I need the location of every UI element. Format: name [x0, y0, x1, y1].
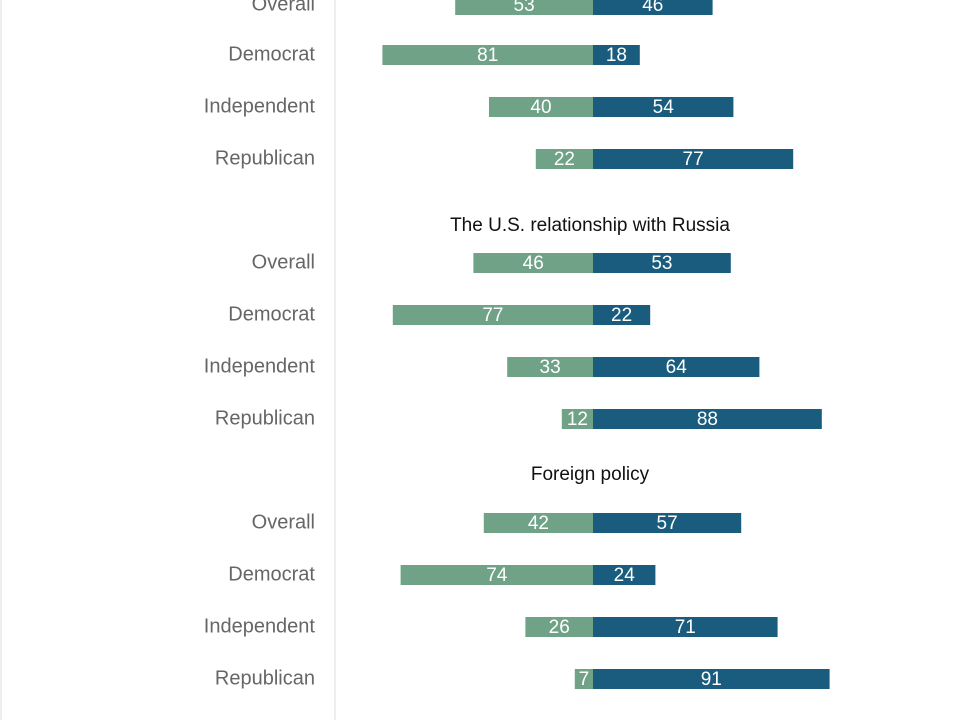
bar-right — [593, 617, 778, 637]
bar-right — [593, 149, 794, 169]
bar-left — [535, 149, 593, 169]
bar-left-value-label: 40 — [530, 97, 551, 118]
bar-right — [593, 97, 734, 117]
category-label: Overall — [252, 251, 315, 273]
category-label: Independent — [204, 355, 316, 377]
category-label: Republican — [215, 407, 315, 429]
bar-left — [574, 669, 593, 689]
bar-left — [561, 409, 593, 429]
bar-right — [593, 513, 742, 533]
bar-left — [455, 0, 593, 15]
bar-left-value-label: 33 — [540, 357, 561, 378]
bar-right-value-label: 53 — [651, 253, 672, 274]
bar-right-value-label: 24 — [614, 565, 636, 586]
bar-left — [473, 253, 593, 273]
bar-right — [593, 669, 830, 689]
bar-right — [593, 0, 713, 15]
bar-left — [507, 357, 593, 377]
bar-left-value-label: 77 — [482, 305, 503, 326]
bar-right-value-label: 57 — [657, 513, 678, 534]
bar-right-value-label: 22 — [611, 305, 632, 326]
bar-left — [400, 565, 593, 585]
bar-right-value-label: 18 — [606, 45, 627, 66]
category-label: Independent — [204, 615, 316, 637]
bar-right-value-label: 91 — [701, 669, 722, 690]
bar-right — [593, 357, 760, 377]
section-title: The U.S. relationship with Russia — [450, 215, 730, 236]
bar-right — [593, 253, 731, 273]
bar-right — [593, 565, 656, 585]
bar-right-value-label: 71 — [675, 617, 696, 638]
bar-right-value-label: 54 — [653, 97, 675, 118]
bar-left-value-label: 42 — [528, 513, 549, 534]
bar-right — [593, 45, 640, 65]
bar-left — [489, 97, 593, 117]
chart-marks: Overall 53 46 Democrat 81 18 Independent 40 54 Re… — [204, 0, 830, 690]
bar-left — [483, 513, 593, 533]
category-label: Republican — [215, 147, 315, 169]
bar-right — [593, 305, 651, 325]
bar-left-value-label: 22 — [554, 149, 575, 170]
bar-left-value-label: 7 — [579, 669, 590, 690]
category-label: Overall — [252, 511, 315, 533]
bar-left-value-label: 74 — [486, 565, 508, 586]
category-label: Republican — [215, 667, 315, 689]
bar-left — [392, 305, 593, 325]
bar-left — [525, 617, 593, 637]
bar-right-value-label: 46 — [642, 0, 663, 16]
bar-left-value-label: 81 — [477, 45, 498, 66]
category-label: Democrat — [228, 303, 315, 325]
bar-left — [382, 45, 593, 65]
category-label: Democrat — [228, 43, 315, 65]
bar-right — [593, 409, 822, 429]
bar-left-value-label: 46 — [523, 253, 544, 274]
category-label: Overall — [252, 0, 315, 15]
category-label: Independent — [204, 95, 316, 117]
bar-left-value-label: 26 — [549, 617, 570, 638]
bar-right-value-label: 88 — [697, 409, 718, 430]
section-title: Foreign policy — [531, 464, 650, 485]
bar-right-value-label: 77 — [683, 149, 704, 170]
bar-right-value-label: 64 — [666, 357, 688, 378]
bar-left-value-label: 53 — [514, 0, 535, 16]
bar-left-value-label: 12 — [567, 409, 588, 430]
category-label: Democrat — [228, 563, 315, 585]
